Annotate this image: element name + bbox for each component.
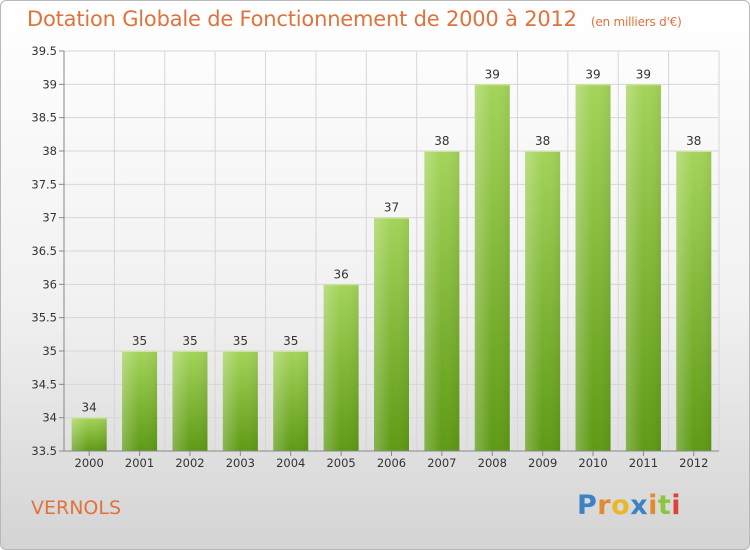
x-tick-label: 2011 (629, 456, 658, 470)
bar-highlight (625, 84, 661, 451)
logo-letter: t (657, 490, 672, 521)
bar-value-label: 35 (283, 334, 298, 348)
bar-highlight (323, 284, 359, 451)
axes: 33.5 34 34.5 35 35.5 36 36.5 37 37.5 38 38.5 39 39.5… (31, 44, 719, 470)
chart-title: Dotation Globale de Fonctionnement de 20… (27, 7, 682, 31)
x-tick-label: 2012 (679, 456, 708, 470)
bar-highlight (71, 417, 107, 451)
bar-highlight (525, 151, 561, 451)
y-tick-label: 34.5 (31, 377, 57, 391)
bar-value-label: 39 (485, 67, 500, 81)
bar-value-label: 35 (132, 334, 147, 348)
y-tick-label: 39 (42, 77, 57, 91)
x-tick-label: 2009 (528, 456, 557, 470)
y-tick-label: 38.5 (31, 111, 57, 125)
bar-highlight (222, 351, 258, 451)
bar-highlight (273, 351, 309, 451)
logo-letter: P (577, 490, 598, 521)
y-tick-label: 38 (42, 144, 57, 158)
proxiti-logo: Proxiti (577, 490, 681, 521)
chart-title-text: Dotation Globale de Fonctionnement de 20… (27, 7, 577, 31)
logo-letter: r (597, 490, 612, 521)
x-tick-label: 2006 (377, 456, 406, 470)
logo-letter: o (611, 490, 631, 521)
logo-letter: i (648, 490, 658, 521)
y-tick-label: 35 (42, 344, 57, 358)
bar-value-label: 39 (585, 67, 600, 81)
bars: 34 35 35 35 35 36 37 38 39 38 39 39 38 (71, 67, 712, 451)
y-tick-label: 35.5 (31, 311, 57, 325)
logo-letter: i (671, 490, 682, 521)
y-tick-label: 39.5 (31, 44, 57, 58)
bar-value-label: 37 (384, 201, 399, 215)
x-tick-label: 2008 (478, 456, 507, 470)
bar-value-label: 39 (636, 67, 651, 81)
bar-value-label: 38 (535, 134, 550, 148)
bar-highlight (474, 84, 510, 451)
bar-highlight (424, 151, 460, 451)
y-tick-label: 37 (42, 211, 57, 225)
x-tick-label: 2004 (276, 456, 305, 470)
bar-highlight (172, 351, 208, 451)
y-tick-label: 36.5 (31, 244, 57, 258)
bar-highlight (122, 351, 158, 451)
x-tick-label: 2003 (226, 456, 255, 470)
x-tick-label: 2000 (75, 456, 104, 470)
x-tick-label: 2005 (326, 456, 355, 470)
bar-highlight (676, 151, 712, 451)
x-tick-label: 2007 (427, 456, 456, 470)
x-tick-label: 2010 (578, 456, 607, 470)
y-tick-label: 33.5 (31, 444, 57, 458)
y-tick-label: 34 (42, 411, 57, 425)
bar-value-label: 35 (233, 334, 248, 348)
bar-highlight (374, 217, 409, 451)
y-tick-label: 37.5 (31, 177, 57, 191)
bar-value-label: 38 (686, 134, 701, 148)
bar-value-label: 36 (333, 267, 348, 281)
bar-highlight (575, 84, 611, 451)
x-tick-label: 2002 (175, 456, 204, 470)
bar-value-label: 38 (434, 134, 449, 148)
bar-value-label: 35 (182, 334, 197, 348)
bar-value-label: 34 (82, 401, 97, 415)
chart-unit: (en milliers d'€) (590, 15, 682, 29)
logo-letter: x (630, 490, 649, 521)
y-tick-label: 36 (42, 277, 57, 291)
town-name: VERNOLS (31, 497, 122, 519)
x-tick-label: 2001 (125, 456, 154, 470)
